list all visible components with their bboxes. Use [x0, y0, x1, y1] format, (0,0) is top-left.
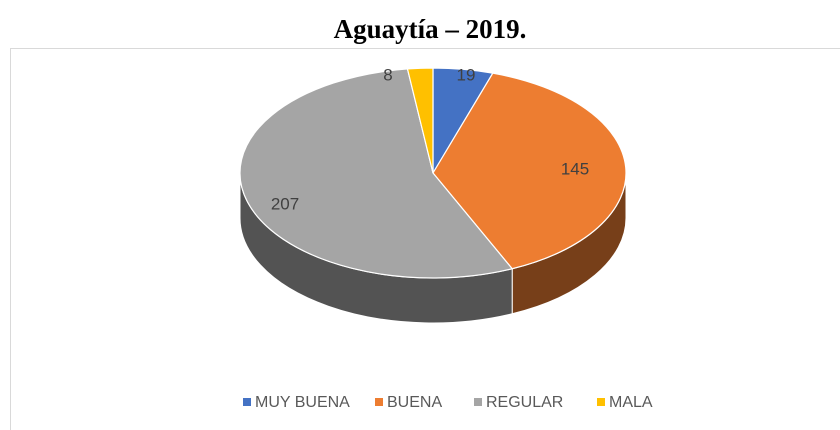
legend-label: MUY BUENA — [255, 394, 350, 411]
data-label: 145 — [561, 159, 589, 178]
legend-swatch — [597, 398, 605, 406]
slice — [239, 68, 514, 279]
legend-swatch — [243, 398, 251, 406]
chart-title: Aguaytía – 2019. — [334, 14, 527, 44]
slice — [432, 72, 627, 270]
legend-swatch — [375, 398, 383, 406]
data-label: 207 — [271, 194, 299, 213]
legend-label: MALA — [609, 394, 653, 411]
legend-swatch — [474, 398, 482, 406]
slice — [406, 67, 434, 174]
data-label: 8 — [383, 65, 392, 84]
legend-label: BUENA — [387, 394, 442, 411]
data-label: 19 — [457, 65, 476, 84]
legend-label: REGULAR — [486, 394, 563, 411]
